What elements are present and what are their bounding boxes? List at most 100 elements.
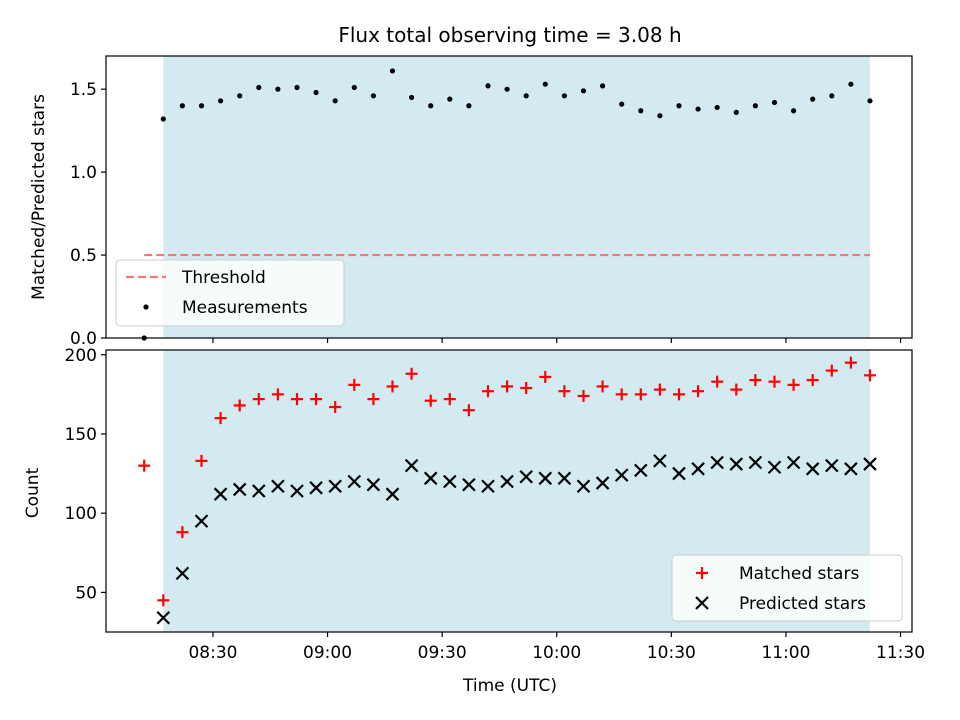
legend-matched-label: Matched stars bbox=[739, 564, 859, 584]
x-tick-label: 11:00 bbox=[761, 643, 810, 663]
legend-measurements-label: Measurements bbox=[182, 298, 308, 318]
measurement-point bbox=[313, 89, 319, 96]
measurement-point bbox=[237, 93, 243, 99]
measurement-point bbox=[599, 83, 606, 89]
bottom-axes-frame bbox=[105, 349, 913, 633]
predicted-star-point bbox=[634, 463, 648, 478]
matched-star-point bbox=[844, 356, 857, 369]
bottom-x-axis-ticks: 08:30 09:00 09:30 10:00 10:30 11:00 11:30 bbox=[188, 632, 925, 663]
predicted-star-point bbox=[538, 471, 553, 486]
matched-star-point bbox=[520, 382, 533, 395]
predicted-star-point bbox=[767, 460, 782, 475]
matched-star-point bbox=[615, 388, 628, 401]
top-legend: Threshold Measurements bbox=[115, 259, 345, 327]
matched-star-point bbox=[424, 394, 437, 407]
x-tick-label: 08:30 bbox=[188, 643, 237, 663]
measurement-point bbox=[676, 103, 682, 109]
measurement-point bbox=[447, 96, 453, 102]
top-legend-box bbox=[115, 259, 345, 327]
predicted-star-point bbox=[366, 477, 381, 492]
measurement-point bbox=[485, 83, 491, 89]
predicted-star-point bbox=[748, 455, 763, 470]
matched-star-point bbox=[443, 393, 456, 406]
matched-star-point bbox=[692, 385, 705, 398]
bottom-y-axis-label: Count bbox=[23, 467, 43, 518]
matched-star-point bbox=[310, 393, 323, 406]
predicted-star-point bbox=[443, 474, 457, 489]
predicted-star-point bbox=[595, 476, 610, 490]
matched-star-point bbox=[863, 369, 876, 382]
matched-star-point bbox=[195, 454, 208, 467]
bottom-y-axis-ticks: 50 100 150 200 bbox=[65, 346, 106, 603]
legend-predicted-label: Predicted stars bbox=[739, 594, 866, 614]
x-tick-label: 10:00 bbox=[532, 643, 581, 663]
predicted-star-point bbox=[213, 487, 228, 501]
predicted-star-point bbox=[175, 566, 190, 581]
bottom-y-tick-label: 50 bbox=[75, 583, 97, 603]
measurement-point bbox=[294, 84, 300, 91]
measurement-point bbox=[542, 81, 548, 87]
matched-star-point bbox=[176, 526, 189, 539]
measurement-point bbox=[561, 93, 567, 99]
predicted-star-point bbox=[672, 466, 686, 481]
matched-star-point bbox=[462, 404, 475, 417]
bottom-panel: 50 100 150 200 08:30 09:00 09:30 10:00 10:30 11:… bbox=[23, 346, 925, 696]
predicted-star-point bbox=[271, 479, 285, 494]
legend-measurements-swatch bbox=[143, 304, 149, 310]
top-y-axis-label: Matched/Predicted stars bbox=[29, 94, 49, 300]
measurement-point bbox=[256, 84, 262, 91]
matched-star-point bbox=[711, 375, 724, 388]
predicted-star-point bbox=[347, 474, 362, 489]
measurement-point bbox=[733, 109, 739, 115]
matched-star-point bbox=[634, 388, 647, 401]
matched-star-point bbox=[501, 380, 514, 393]
measurement-point bbox=[332, 98, 338, 104]
legend-threshold-label: Threshold bbox=[181, 268, 266, 288]
matched-star-point bbox=[233, 399, 246, 412]
matched-star-point bbox=[806, 374, 819, 387]
predicted-star-point bbox=[614, 468, 629, 482]
matched-star-point bbox=[252, 393, 265, 406]
measurement-point bbox=[790, 108, 797, 114]
matched-star-point bbox=[730, 383, 743, 396]
matched-stars-points bbox=[138, 356, 876, 607]
legend-predicted-swatch bbox=[695, 596, 709, 610]
matched-star-point bbox=[481, 385, 494, 398]
predicted-star-point bbox=[252, 484, 266, 498]
predicted-star-point bbox=[825, 458, 839, 473]
measurement-point bbox=[428, 103, 434, 109]
x-axis-label: Time (UTC) bbox=[462, 676, 557, 696]
measurement-point bbox=[389, 68, 396, 74]
matched-star-point bbox=[672, 388, 685, 401]
chart-title: Flux total observing time = 3.08 h bbox=[338, 23, 681, 47]
predicted-star-point bbox=[328, 479, 342, 494]
predicted-star-point bbox=[653, 454, 667, 468]
predicted-star-point bbox=[576, 479, 591, 494]
matched-star-point bbox=[405, 367, 418, 380]
predicted-star-point bbox=[290, 484, 304, 498]
measurement-point bbox=[160, 116, 166, 122]
predicted-star-point bbox=[194, 514, 209, 528]
predicted-star-point bbox=[729, 457, 744, 471]
measurement-point bbox=[408, 94, 415, 101]
predicted-star-point bbox=[786, 455, 801, 470]
predicted-star-point bbox=[156, 610, 171, 625]
predicted-star-point bbox=[805, 462, 820, 476]
matched-star-point bbox=[653, 383, 666, 396]
matched-star-point bbox=[348, 378, 361, 391]
measurement-point bbox=[752, 103, 758, 109]
top-y-tick-label: 1.5 bbox=[70, 80, 97, 100]
measurement-point bbox=[771, 99, 778, 106]
measurement-point bbox=[867, 98, 873, 104]
measurement-point bbox=[657, 113, 663, 119]
predicted-star-point bbox=[500, 474, 514, 489]
measurement-point bbox=[523, 93, 529, 99]
measurement-point bbox=[848, 81, 854, 87]
matched-star-point bbox=[138, 459, 151, 472]
measurement-point bbox=[198, 103, 205, 109]
predicted-star-point bbox=[710, 455, 724, 470]
matched-star-point bbox=[577, 389, 590, 402]
bottom-y-tick-label: 100 bbox=[65, 504, 97, 524]
predicted-stars-points bbox=[156, 454, 877, 625]
predicted-star-point bbox=[557, 471, 572, 486]
